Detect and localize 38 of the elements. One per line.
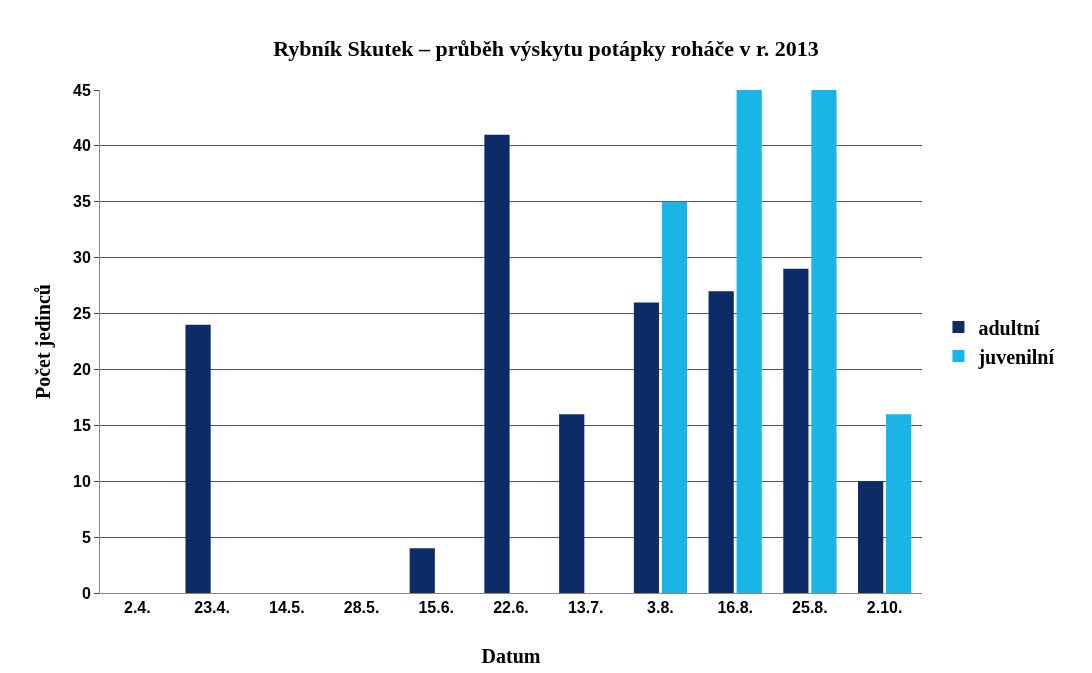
y-tick-label: 0 xyxy=(81,584,91,602)
bar xyxy=(185,324,211,593)
x-tick-label: 16.8. xyxy=(717,599,753,617)
x-tick-label: 28.5. xyxy=(343,599,380,617)
x-tick-label: 22.6. xyxy=(493,599,529,617)
y-tick-label: 20 xyxy=(73,361,91,379)
x-tick-label: 3.8. xyxy=(647,599,674,617)
x-tick-label: 2.4. xyxy=(124,599,151,617)
y-tick-label: 5 xyxy=(81,528,91,546)
y-tick-label: 10 xyxy=(73,472,91,490)
bar xyxy=(811,90,837,593)
bar xyxy=(484,134,510,593)
x-tick-label: 15.6. xyxy=(418,599,455,617)
x-axis-title: Datum xyxy=(481,645,541,667)
bar xyxy=(858,481,884,593)
y-axis-title: Počet jedinců xyxy=(32,284,55,399)
bar xyxy=(783,268,809,593)
y-tick-label: 25 xyxy=(73,305,91,323)
bar xyxy=(633,302,660,593)
bar xyxy=(661,201,688,593)
x-tick-label: 14.5. xyxy=(269,599,305,617)
legend-label: juvenilní xyxy=(977,345,1055,369)
bar xyxy=(559,414,585,593)
chart-title: Rybník Skutek – průběh výskytu potápky roháče v r. 2013 xyxy=(273,35,819,61)
bar xyxy=(736,90,762,593)
bar xyxy=(409,548,435,593)
y-tick-label: 35 xyxy=(73,193,91,211)
y-tick-label: 15 xyxy=(73,416,91,434)
bar xyxy=(886,414,912,593)
x-tick-label: 23.4. xyxy=(194,599,230,617)
legend-label: adultní xyxy=(978,316,1041,339)
y-tick-label: 30 xyxy=(73,249,91,267)
bar xyxy=(708,291,734,593)
x-tick-label: 2.10. xyxy=(866,599,903,617)
y-tick-label: 40 xyxy=(73,137,91,155)
x-tick-label: 25.8. xyxy=(792,599,828,617)
y-tick-label: 45 xyxy=(73,81,91,99)
x-tick-label: 13.7. xyxy=(567,599,604,617)
